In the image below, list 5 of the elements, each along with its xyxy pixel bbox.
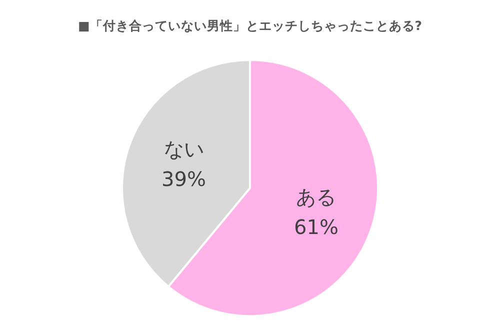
slice-label: ない (164, 137, 204, 162)
slice-label: ある (296, 184, 336, 209)
chart-title: ■「付き合っていない男性」とエッチしちゃったことある? (78, 18, 422, 33)
data-label: 39% (162, 167, 206, 192)
data-label: 61% (294, 214, 338, 239)
